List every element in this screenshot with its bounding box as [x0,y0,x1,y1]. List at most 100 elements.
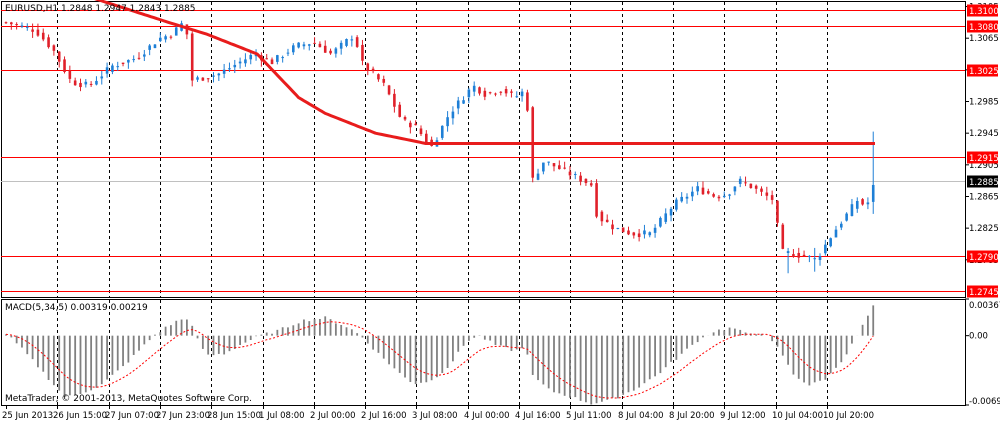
candle-body [786,251,790,253]
candle-body [472,85,476,92]
candle-body [297,42,300,48]
candle-body [478,87,481,94]
candle-body [307,44,311,46]
candle-body [813,258,817,260]
candle-body [520,91,524,97]
candle-body [547,161,550,163]
time-label: 27 Jun 07:00 [105,411,159,421]
candle-body [366,63,370,71]
candle-body [845,213,848,221]
candle-body [84,81,88,85]
candle-body [249,54,253,60]
time-label: 3 Jul 08:00 [412,411,458,421]
candle-body [137,57,141,59]
level-tag-label: 1.3080 [969,23,999,33]
vertical-grid [57,2,828,297]
candle-body [387,85,391,95]
candle-body [132,59,135,61]
candle-body [31,29,34,32]
candle-body [584,178,588,184]
candle-body [339,42,343,49]
macd-panel[interactable]: MACD(5,34,5) 0.00319 0.00219 0.003670.00… [1,298,1000,407]
macd-signal-line [5,321,874,399]
candle-body [174,27,178,36]
candle-body [504,89,508,94]
candle-body [600,211,604,222]
candle-body [456,100,460,109]
time-label: 4 Jul 00:00 [464,411,510,421]
candle-body [526,92,529,111]
candle-body [808,255,811,257]
candle-body [648,232,652,236]
level-tag [967,20,998,33]
candle-body [318,43,322,48]
candle-body [653,227,657,233]
candle-body [350,39,354,41]
candle-body [217,73,221,76]
time-label: 10 Jul 20:00 [823,411,874,421]
candle-body [494,93,497,95]
candle-body [222,69,226,74]
time-label: 1 Jul 08:00 [259,411,305,421]
candle-body [515,96,519,98]
candle-body [68,70,72,79]
time-label: 9 Jul 12:00 [720,411,766,421]
candle-body [121,62,125,64]
level-tag [967,4,998,17]
candle-body [361,44,364,61]
candle-body [281,57,284,59]
candle-body [627,230,630,235]
candle-body [286,52,290,54]
candle-body [158,37,162,42]
candle-body [643,230,646,235]
candle-body [36,29,40,36]
candle-body [95,80,98,85]
candle-body [579,175,582,182]
candle-body [201,77,205,81]
price-label: 1.2985 [969,98,999,108]
candle-body [451,111,455,119]
candle-body [403,117,407,120]
candle-body [589,183,593,186]
candle-body [536,173,540,180]
candle-body [79,82,82,88]
candle-body [206,78,210,80]
candles [4,20,875,274]
candle-body [669,208,673,216]
time-label: 27 Jun 23:00 [156,411,210,421]
candle-body [706,191,710,194]
price-label: 1.3065 [969,34,999,44]
candle-body [760,188,763,192]
time-label: 25 Jun 2013 [2,411,53,421]
candle-body [563,167,566,169]
time-label: 5 Jul 11:00 [566,411,612,421]
candle-body [840,223,843,228]
level-tag-label: 1.3100 [969,7,999,17]
level-tag [967,285,998,298]
candle-body [148,45,151,50]
candle-body [871,184,875,202]
candle-body [722,195,726,198]
candle-body [866,202,870,205]
candle-body [393,93,396,107]
candle-body [57,51,61,62]
candle-body [276,55,279,62]
candle-body [499,91,503,93]
candle-body [41,32,45,40]
candle-body [116,66,120,68]
price-label: 1.2825 [969,224,999,234]
candle-body [701,187,705,195]
candle-body [398,104,402,117]
candle-body [143,54,146,57]
candle-body [717,196,721,199]
price-panel[interactable]: EURUSD,H1 1.2848 1.2947 1.2843 1.2885 1.… [1,0,999,298]
macd-label: 0.00 [969,332,988,342]
candle-body [744,182,747,184]
time-label: 4 Jul 16:00 [515,411,561,421]
candle-body [355,37,359,47]
price-label: 1.2945 [969,129,999,139]
candle-body [334,48,338,54]
candle-body [797,252,801,258]
candle-body [25,26,29,28]
